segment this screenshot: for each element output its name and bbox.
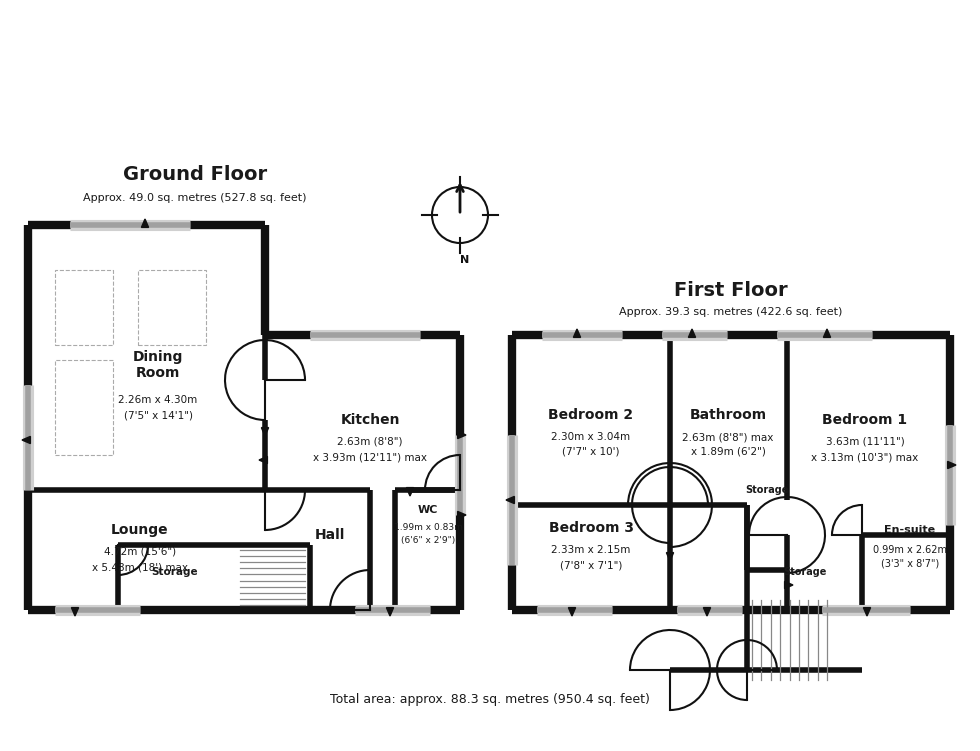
Polygon shape [407,487,414,496]
Text: Storage: Storage [783,567,827,577]
Polygon shape [573,329,580,337]
Polygon shape [72,608,78,616]
Text: x 3.93m (12'11") max: x 3.93m (12'11") max [313,453,427,463]
Text: Approx. 49.0 sq. metres (527.8 sq. feet): Approx. 49.0 sq. metres (527.8 sq. feet) [83,193,307,203]
Text: 2.26m x 4.30m: 2.26m x 4.30m [119,395,198,405]
Text: Bedroom 2: Bedroom 2 [549,408,633,422]
Text: Bedroom 1: Bedroom 1 [822,413,907,427]
Polygon shape [386,608,394,616]
Text: Hall: Hall [315,528,345,542]
Text: N: N [461,255,469,265]
Polygon shape [458,511,466,519]
Text: 3.63m (11'11"): 3.63m (11'11") [825,437,905,447]
Polygon shape [141,219,149,228]
Text: x 5.48m (18') max: x 5.48m (18') max [92,562,188,572]
Polygon shape [823,329,831,337]
Text: Storage: Storage [746,485,789,495]
Polygon shape [259,457,268,463]
Polygon shape [863,608,870,616]
Text: Bedroom 3: Bedroom 3 [549,521,633,535]
Text: Ground Floor: Ground Floor [122,165,268,185]
Polygon shape [688,329,696,337]
Polygon shape [458,431,466,439]
Polygon shape [785,581,793,589]
Polygon shape [506,496,514,504]
Text: WC: WC [417,505,438,515]
Text: Total area: approx. 88.3 sq. metres (950.4 sq. feet): Total area: approx. 88.3 sq. metres (950… [330,693,650,707]
Text: (7'7" x 10'): (7'7" x 10') [563,447,619,457]
Text: x 3.13m (10'3") max: x 3.13m (10'3") max [811,453,918,463]
Text: 2.33m x 2.15m: 2.33m x 2.15m [552,545,631,555]
Text: Bathroom: Bathroom [690,408,766,422]
Polygon shape [948,461,956,469]
Text: (7'5" x 14'1"): (7'5" x 14'1") [123,410,192,420]
Polygon shape [704,608,710,616]
Text: x 1.89m (6'2"): x 1.89m (6'2") [691,447,765,457]
Text: 0.99m x 2.62m: 0.99m x 2.62m [873,545,947,555]
Polygon shape [262,427,269,436]
Text: Lounge: Lounge [111,523,169,537]
Text: En-suite: En-suite [884,525,936,535]
Text: First Floor: First Floor [674,281,788,300]
Text: Dining
Room: Dining Room [133,350,183,380]
Text: (6'6" x 2'9"): (6'6" x 2'9") [401,536,455,545]
Polygon shape [568,608,575,616]
Text: Kitchen: Kitchen [340,413,400,427]
Polygon shape [666,553,673,561]
Text: Storage: Storage [152,567,198,577]
Text: 2.63m (8'8") max: 2.63m (8'8") max [682,432,773,442]
Text: (3'3" x 8'7"): (3'3" x 8'7") [881,558,939,568]
Text: 4.72m (15'6"): 4.72m (15'6") [104,547,176,557]
Text: 2.63m (8'8"): 2.63m (8'8") [337,437,403,447]
Polygon shape [22,436,30,444]
Text: (7'8" x 7'1"): (7'8" x 7'1") [560,560,622,570]
Text: 1.99m x 0.83m: 1.99m x 0.83m [394,523,463,532]
Text: Approx. 39.3 sq. metres (422.6 sq. feet): Approx. 39.3 sq. metres (422.6 sq. feet) [619,307,843,317]
Text: 2.30m x 3.04m: 2.30m x 3.04m [552,432,630,442]
